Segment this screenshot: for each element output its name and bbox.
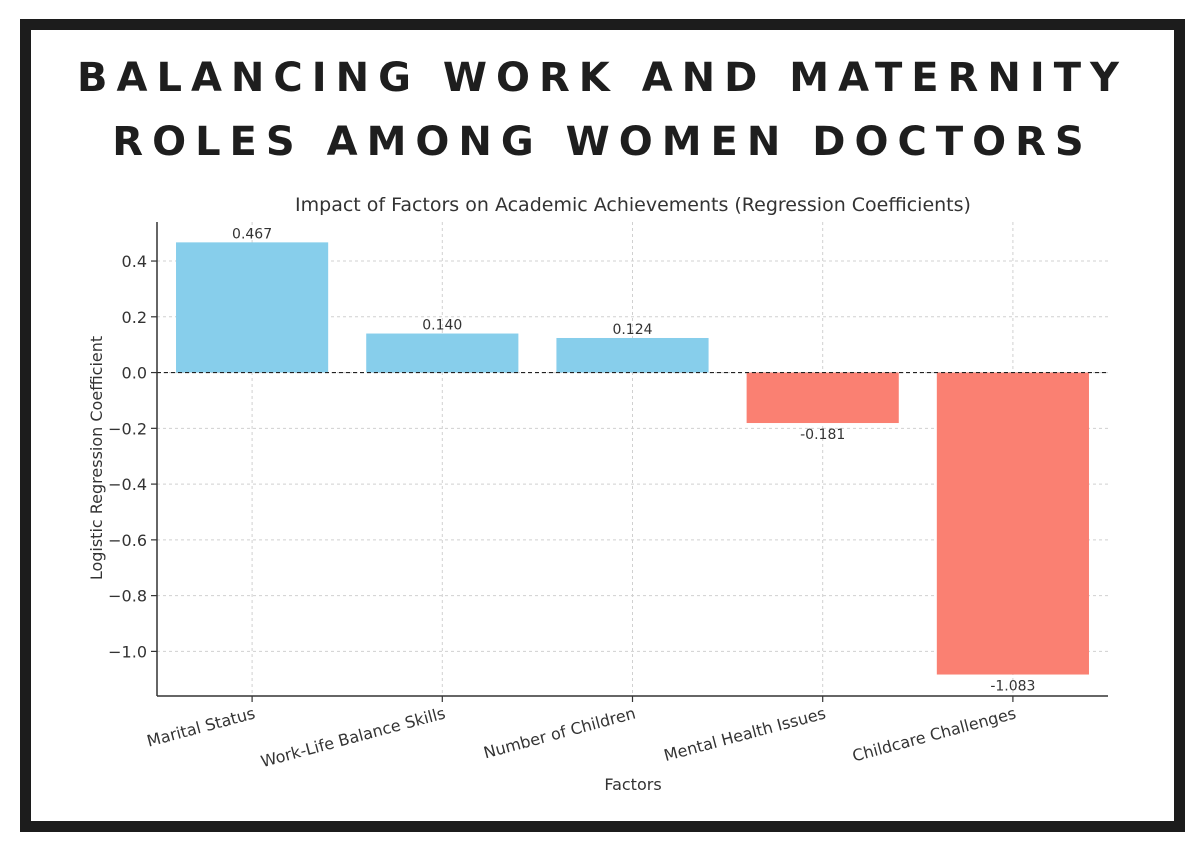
bar [176,242,329,373]
y-tick-label: −0.4 [108,475,147,494]
poster-title-line-2: ROLES AMONG WOMEN DOCTORS [112,119,1093,165]
bar [556,337,709,373]
bar [936,372,1089,675]
x-tick-label: Marital Status [145,704,257,751]
axes [151,222,1108,702]
bar-value-label: -1.083 [990,679,1035,695]
x-tick-label: Number of Children [482,704,638,763]
bar-value-label: 0.140 [422,318,462,334]
x-tick-label: Childcare Challenges [850,704,1018,766]
x-tick-label: Mental Health Issues [662,704,828,766]
bar-value-label: 0.467 [232,226,272,242]
chart-title: Impact of Factors on Academic Achievemen… [295,194,971,216]
x-tick-label: Work-Life Balance Skills [259,704,448,772]
y-tick-label: −0.6 [108,531,147,550]
bar-value-label: 0.124 [612,322,652,338]
y-tick-label: −1.0 [108,642,147,661]
x-axis-label: Factors [604,775,661,794]
y-tick-label: −0.8 [108,587,147,606]
y-tick-label: 0.2 [122,308,147,327]
y-tick-label: −0.2 [108,419,147,438]
poster-title-line-1: BALANCING WORK AND MATERNITY [77,55,1128,101]
y-axis-label: Logistic Regression Coefficient [87,336,106,580]
bar [746,372,899,424]
bar [366,333,519,373]
y-tick-label: 0.4 [122,252,147,271]
bar-value-label: -0.181 [800,427,845,443]
bars [176,242,1089,675]
y-tick-label: 0.0 [122,364,147,383]
